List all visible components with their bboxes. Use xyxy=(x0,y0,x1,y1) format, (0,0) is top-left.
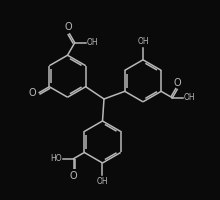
Text: O: O xyxy=(29,88,37,98)
Text: OH: OH xyxy=(87,38,98,47)
Text: O: O xyxy=(70,171,77,181)
Text: OH: OH xyxy=(97,177,108,186)
Text: HO: HO xyxy=(51,154,62,163)
Text: OH: OH xyxy=(137,37,149,46)
Text: O: O xyxy=(64,22,72,32)
Text: OH: OH xyxy=(184,93,195,102)
Text: O: O xyxy=(174,78,182,88)
